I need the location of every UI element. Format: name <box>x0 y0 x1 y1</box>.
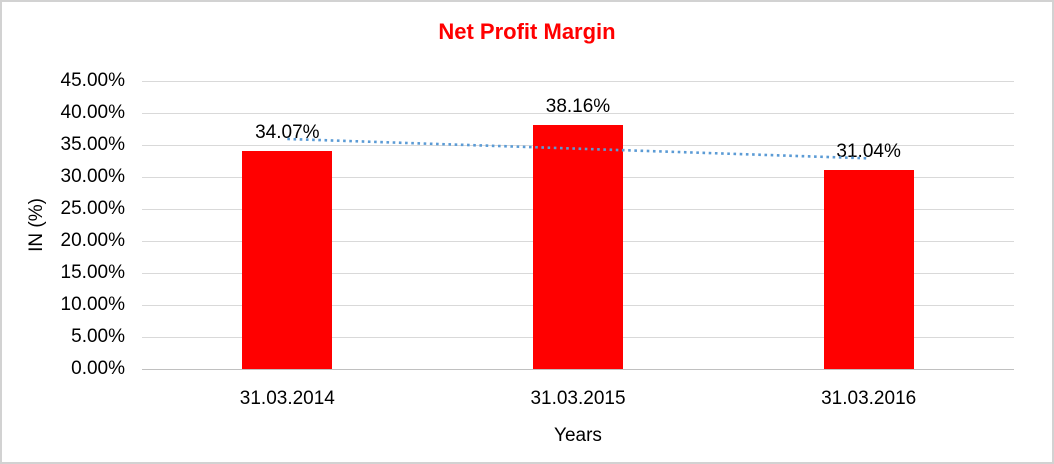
bar-value-label: 34.07% <box>255 121 320 143</box>
bar <box>823 170 914 369</box>
y-tick-label: 35.00% <box>60 134 125 155</box>
bar <box>533 124 623 369</box>
x-axis-line <box>142 369 1014 370</box>
x-tick-label: 31.03.2014 <box>239 388 335 409</box>
y-tick-label: 45.00% <box>60 70 125 91</box>
y-tick-label: 15.00% <box>60 262 125 283</box>
gridline <box>142 113 1014 114</box>
x-axis-title: Years <box>554 425 602 446</box>
y-tick-label: 10.00% <box>60 294 125 315</box>
bar-value-label: 38.16% <box>545 95 611 117</box>
bar <box>242 150 333 369</box>
gridline <box>142 81 1014 82</box>
y-tick-label: 5.00% <box>71 326 125 347</box>
y-tick-label: 40.00% <box>60 102 125 123</box>
y-tick-label: 20.00% <box>60 230 125 251</box>
x-tick-label: 31.03.2016 <box>821 388 917 409</box>
y-tick-label: 25.00% <box>60 198 125 219</box>
trendline <box>287 137 869 160</box>
x-tick-label: 31.03.2015 <box>530 388 626 409</box>
y-tick-label: 0.00% <box>71 358 125 379</box>
chart-title: Net Profit Margin <box>438 19 616 44</box>
y-tick-label: 30.00% <box>60 166 125 187</box>
